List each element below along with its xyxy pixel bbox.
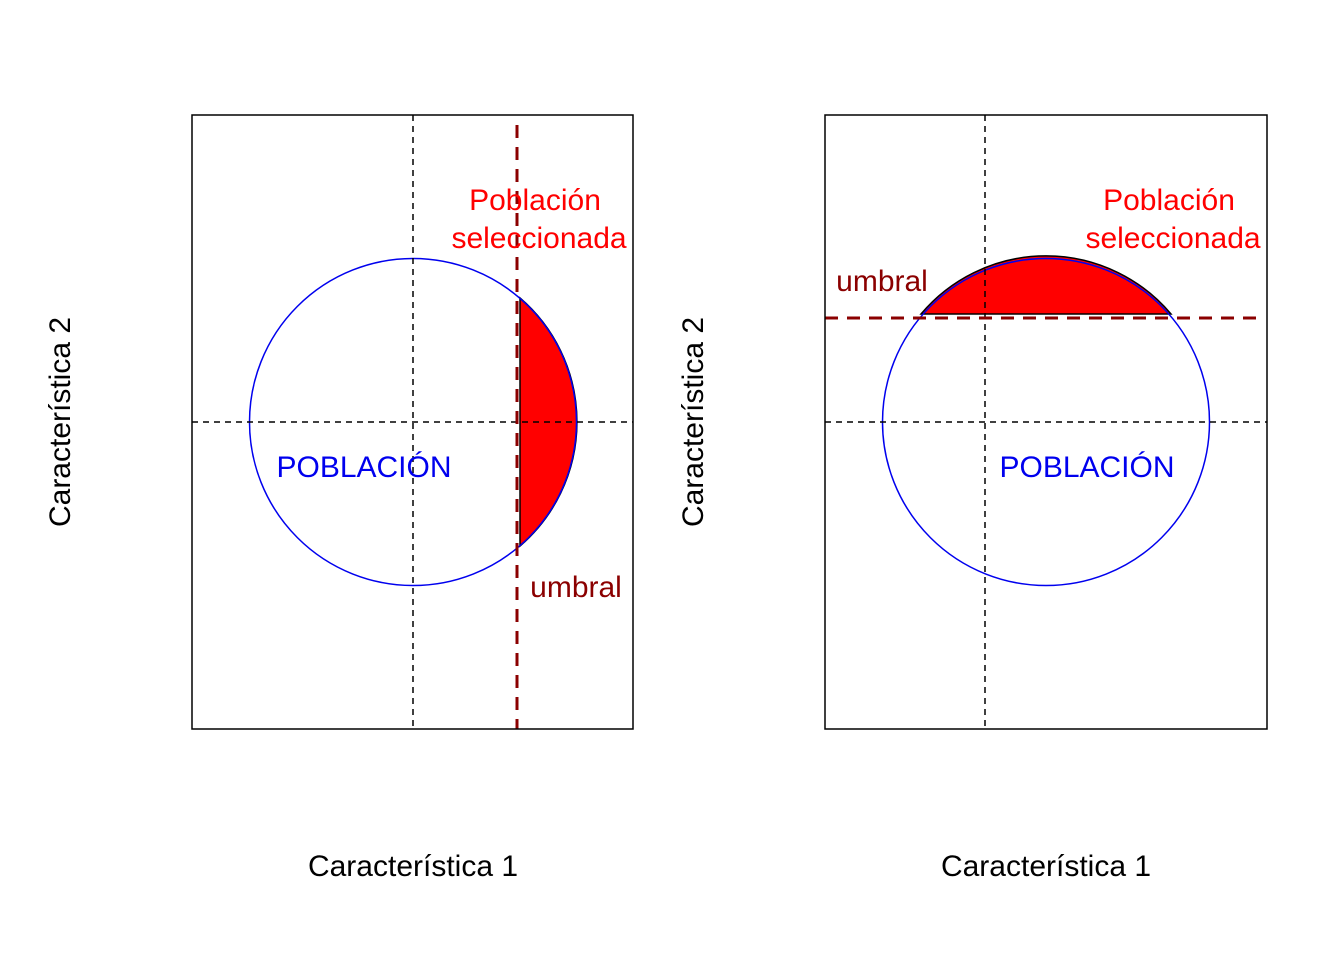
plot-frame-right: [824, 114, 1268, 730]
threshold-label-left: umbral: [530, 571, 622, 604]
x-axis-label-right: Característica 1: [941, 850, 1151, 883]
selected-label-right-line2: seleccionada: [1085, 222, 1260, 255]
panel-right: POBLACIÓN Población seleccionada umbral …: [677, 114, 1268, 883]
selected-label-left-line1: Población: [469, 184, 601, 217]
threshold-label-right: umbral: [836, 265, 928, 298]
y-axis-label-left: Característica 2: [44, 317, 77, 527]
population-label-right: POBLACIÓN: [999, 451, 1174, 484]
plot-frame-left: [191, 114, 634, 730]
selected-label-left-line2: seleccionada: [451, 222, 626, 255]
population-label-left: POBLACIÓN: [276, 451, 451, 484]
selected-region-right: [919, 255, 1173, 315]
x-axis-label-left: Característica 1: [308, 850, 518, 883]
panel-left: POBLACIÓN Población seleccionada umbral …: [44, 114, 634, 883]
y-axis-label-right: Característica 2: [677, 317, 710, 527]
selected-label-right-line1: Población: [1103, 184, 1235, 217]
